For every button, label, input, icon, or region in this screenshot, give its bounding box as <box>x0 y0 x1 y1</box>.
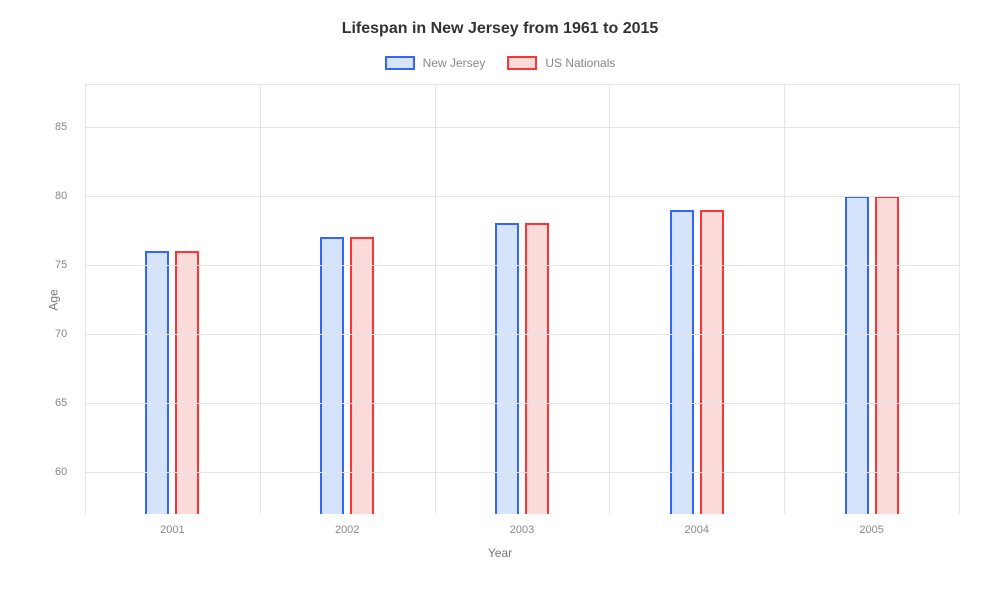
y-tick-label: 65 <box>55 397 67 409</box>
x-tick-label: 2002 <box>335 524 359 536</box>
gridline-horizontal <box>85 403 959 404</box>
bars-layer <box>85 85 959 514</box>
gridline-horizontal <box>85 265 959 266</box>
x-tick-label: 2004 <box>685 524 709 536</box>
x-tick-label: 2001 <box>160 524 184 536</box>
bar <box>525 223 549 514</box>
gridline-vertical <box>85 85 86 514</box>
bar <box>145 251 169 514</box>
plot-area: Age 60657075808520012002200320042005 <box>85 84 960 514</box>
legend: New Jersey US Nationals <box>30 56 970 70</box>
chart-title: Lifespan in New Jersey from 1961 to 2015 <box>30 20 970 38</box>
legend-item-us-nationals: US Nationals <box>507 56 615 70</box>
gridline-vertical <box>260 85 261 514</box>
bar <box>175 251 199 514</box>
y-tick-label: 75 <box>55 259 67 271</box>
bar <box>495 223 519 514</box>
y-axis-label: Age <box>47 289 61 310</box>
legend-swatch-new-jersey <box>385 56 415 70</box>
bar <box>700 210 724 514</box>
bar <box>875 196 899 514</box>
y-tick-label: 80 <box>55 190 67 202</box>
gridline-horizontal <box>85 127 959 128</box>
gridline-horizontal <box>85 472 959 473</box>
gridline-horizontal <box>85 196 959 197</box>
x-axis-label: Year <box>30 546 970 560</box>
chart-container: Lifespan in New Jersey from 1961 to 2015… <box>0 0 1000 600</box>
y-tick-label: 60 <box>55 466 67 478</box>
bar <box>670 210 694 514</box>
y-tick-label: 70 <box>55 328 67 340</box>
y-tick-label: 85 <box>55 121 67 133</box>
legend-label-us-nationals: US Nationals <box>545 56 615 70</box>
gridline-vertical <box>435 85 436 514</box>
bar <box>845 196 869 514</box>
legend-swatch-us-nationals <box>507 56 537 70</box>
gridline-vertical <box>609 85 610 514</box>
x-tick-label: 2003 <box>510 524 534 536</box>
legend-item-new-jersey: New Jersey <box>385 56 486 70</box>
legend-label-new-jersey: New Jersey <box>423 56 486 70</box>
x-tick-label: 2005 <box>859 524 883 536</box>
gridline-horizontal <box>85 334 959 335</box>
gridline-vertical <box>784 85 785 514</box>
gridline-vertical <box>959 85 960 514</box>
